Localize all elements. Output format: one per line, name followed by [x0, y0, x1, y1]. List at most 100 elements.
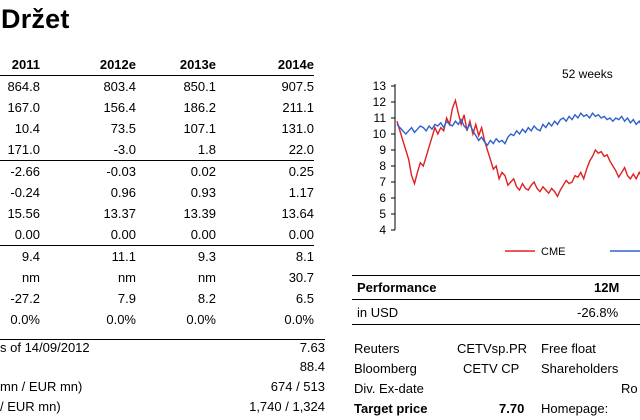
y-tick-label: 12 — [373, 95, 387, 109]
info-key-2: Ro — [621, 381, 638, 396]
info-value: CETV CP — [463, 361, 520, 376]
table-cell: 907.5 — [281, 79, 314, 94]
table-cell: 156.4 — [103, 100, 136, 115]
summary-label: / EUR mn) — [0, 399, 61, 414]
y-tick-label: 4 — [379, 223, 386, 237]
info-key-2: Shareholders — [541, 361, 619, 376]
table-cell: -27.2 — [10, 291, 40, 306]
table-cell: nm — [197, 270, 216, 285]
table-cell: nm — [21, 270, 40, 285]
divider — [352, 275, 640, 276]
summary-label: mn / EUR mn) — [0, 379, 83, 394]
table-row: 10.4 73.5 107.1 131.0 — [0, 118, 314, 139]
table-cell: 8.2 — [197, 291, 216, 306]
summary-row: / EUR mn) 1,740 / 1,324 — [0, 399, 325, 419]
summary-value: 674 / 513 — [270, 379, 325, 394]
table-row: -0.24 0.96 0.93 1.17 — [0, 182, 314, 203]
column-header: 2011 — [0, 54, 40, 76]
table-cell: 864.8 — [7, 79, 40, 94]
info-key-2: Homepage: — [541, 401, 609, 416]
info-key: Target price — [354, 401, 428, 416]
y-tick-label: 8 — [379, 159, 386, 173]
table-cell: 13.64 — [281, 206, 314, 221]
y-tick-label: 10 — [373, 127, 387, 141]
table-cell: -3.0 — [113, 142, 136, 157]
table-cell: 13.39 — [183, 206, 216, 221]
divider — [352, 299, 640, 300]
table-cell: -0.24 — [10, 185, 40, 200]
y-tick-label: 13 — [373, 79, 387, 93]
table-cell: 0.00 — [288, 227, 314, 242]
y-tick-label: 5 — [379, 207, 386, 221]
summary-value: 7.63 — [299, 340, 325, 355]
summary-value: 1,740 / 1,324 — [249, 399, 325, 414]
financial-table: 2011 2012e 2013e 2014e 864.8 803.4 850.1 90… — [0, 54, 314, 330]
table-cell: 8.1 — [216, 245, 314, 267]
summary-label: s of 14/09/2012 — [0, 340, 90, 355]
table-row: 0.0% 0.0% 0.0% 0.0% — [0, 309, 314, 330]
chart-title: 52 weeks — [562, 67, 613, 81]
table-cell: 0.00 — [190, 227, 216, 242]
info-value: 7.70 — [499, 401, 525, 416]
performance-row-value: -26.8% — [577, 305, 619, 320]
table-cell: 13.37 — [103, 206, 136, 221]
series-line-benchmark — [396, 112, 640, 147]
table-row: 171.0 -3.0 1.8 22.0 — [0, 139, 314, 161]
table-cell: 0.00 — [14, 227, 40, 242]
table-cell: 131.0 — [281, 121, 314, 136]
summary-value: 88.4 — [299, 359, 325, 374]
table-cell: 6.5 — [295, 291, 314, 306]
summary-row: 88.4 — [0, 359, 325, 379]
table-cell: 0.0% — [284, 312, 314, 327]
table-cell: 186.2 — [183, 100, 216, 115]
table-cell: 0.96 — [110, 185, 136, 200]
performance-row-label: in USD — [357, 305, 399, 320]
price-chart: 52 weeks 13 12 11 10 9 8 7 6 5 4 CME — [373, 67, 640, 258]
y-tick-label: 7 — [379, 175, 386, 189]
column-header: 2012e — [40, 54, 136, 76]
table-header-row: 2011 2012e 2013e 2014e — [0, 54, 314, 76]
table-row: 0.00 0.00 0.00 0.00 — [0, 224, 314, 246]
table-row: nm nm nm 30.7 — [0, 267, 314, 288]
info-value: CETVsp.PR — [457, 341, 528, 356]
performance-period: 12M — [594, 280, 620, 295]
table-row: -27.2 7.9 8.2 6.5 — [0, 288, 314, 309]
table-cell: nm — [117, 270, 136, 285]
table-cell: -2.66 — [0, 160, 40, 182]
series-line-cme — [396, 97, 640, 198]
table-row: 167.0 156.4 186.2 211.1 — [0, 97, 314, 118]
table-cell: 0.00 — [110, 227, 136, 242]
table-row: 9.4 11.1 9.3 8.1 — [0, 245, 314, 267]
table-cell: -0.03 — [40, 160, 136, 182]
table-cell: 7.9 — [117, 291, 136, 306]
info-key-2: Free float — [541, 341, 596, 356]
table-cell: 15.56 — [7, 206, 40, 221]
table-row: 864.8 803.4 850.1 907.5 — [0, 76, 314, 98]
info-key: Div. Ex-date — [354, 381, 424, 396]
column-header: 2014e — [216, 54, 314, 76]
table-cell: 11.1 — [40, 245, 136, 267]
table-row: -2.66 -0.03 0.02 0.25 — [0, 160, 314, 182]
table-cell: 211.1 — [282, 100, 314, 115]
column-header: 2013e — [136, 54, 216, 76]
table-cell: 73.5 — [110, 121, 136, 136]
table-cell: 9.3 — [136, 245, 216, 267]
page-title: Držet — [1, 4, 70, 34]
table-cell: 0.0% — [106, 312, 136, 327]
table-cell: 9.4 — [0, 245, 40, 267]
table-row: 15.56 13.37 13.39 13.64 — [0, 203, 314, 224]
table-cell: 1.8 — [197, 142, 216, 157]
summary-row: s of 14/09/2012 7.63 — [0, 339, 325, 360]
y-tick-label: 9 — [379, 143, 386, 157]
info-key: Reuters — [354, 341, 400, 356]
divider — [352, 324, 640, 325]
table-cell: 167.0 — [7, 100, 40, 115]
table-cell: 0.93 — [190, 185, 216, 200]
table-cell: 803.4 — [103, 79, 136, 94]
table-cell: 850.1 — [183, 79, 216, 94]
y-tick-label: 6 — [379, 191, 386, 205]
table-cell: 10.4 — [14, 121, 40, 136]
performance-label: Performance — [357, 280, 437, 295]
table-cell: 0.25 — [216, 160, 314, 182]
table-cell: 1.17 — [288, 185, 314, 200]
